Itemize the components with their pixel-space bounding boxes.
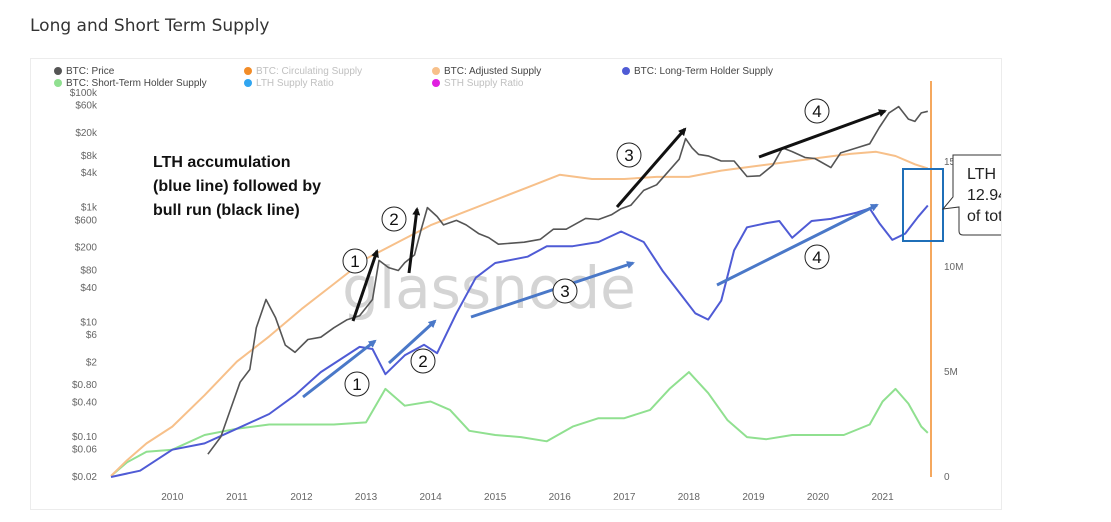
price-line [207, 105, 928, 455]
lth-accumulation-marker: 4 [804, 244, 830, 270]
y-left-tick-label: $40 [80, 283, 97, 294]
y-left-tick-label: $6 [86, 330, 98, 341]
x-tick-label: 2011 [226, 492, 248, 503]
y-left-tick-label: $100k [70, 88, 98, 99]
annotation-number: 1 [352, 375, 361, 394]
lth-accumulation-marker: 2 [410, 348, 436, 374]
annotation-number: 2 [418, 352, 427, 371]
blue-arrow [470, 261, 635, 319]
black-arrow [407, 207, 421, 274]
highlight-box [902, 168, 944, 242]
annotation-circle [342, 248, 368, 274]
y-left-tick-label: $80 [80, 266, 97, 277]
annotation-number: 4 [812, 102, 821, 121]
annotation-number: 3 [560, 282, 569, 301]
annotation-number: 4 [812, 248, 821, 267]
legend-swatch-icon [54, 79, 62, 87]
x-tick-label: 2015 [484, 492, 507, 503]
lth-accumulation-marker: 1 [344, 371, 370, 397]
legend-item[interactable]: STH Supply Ratio [432, 78, 524, 89]
legend-swatch-icon [432, 79, 440, 87]
annotation-number: 3 [624, 146, 633, 165]
x-tick-label: 2018 [678, 492, 701, 503]
y-left-tick-label: $1k [81, 203, 98, 214]
annotation-number: 1 [350, 252, 359, 271]
lth-supply-line [110, 204, 929, 478]
x-tick-label: 2020 [807, 492, 830, 503]
y-left-tick-label: $0.80 [72, 380, 97, 391]
y-left-tick-label: $600 [75, 215, 98, 226]
chart-canvas: glassnode BTC: Price BTC: Circulating Sup… [54, 66, 1001, 503]
legend-item[interactable]: BTC: Adjusted Supply [432, 66, 541, 77]
legend-swatch-icon [54, 67, 62, 75]
legend-label: LTH Supply Ratio [256, 78, 334, 89]
annotation-text: LTH accumulation (blue line) followed by b… [153, 154, 321, 219]
annotation-circle [381, 206, 407, 232]
y-left-tick-label: $20k [75, 128, 98, 139]
annotation-circle [804, 244, 830, 270]
legend-item[interactable]: BTC: Long-Term Holder Supply [622, 66, 773, 77]
legend-label: BTC: Short-Term Holder Supply [66, 78, 207, 89]
legend-label: BTC: Price [66, 66, 115, 77]
y-left-tick-label: $4k [81, 168, 98, 179]
blue-arrow [716, 203, 879, 287]
price-run-marker: 4 [804, 98, 830, 124]
y-right-tick-label: 5M [944, 367, 958, 378]
y-right-tick-label: 0 [944, 472, 950, 483]
blue-arrow [302, 339, 377, 399]
legend-swatch-icon [432, 67, 440, 75]
price-run-marker: 3 [616, 142, 642, 168]
blue-arrow [387, 319, 437, 365]
y-left-tick-label: $0.02 [72, 472, 97, 483]
black-arrow [351, 249, 379, 322]
legend-label: BTC: Circulating Supply [256, 66, 362, 77]
annotation-circle [804, 98, 830, 124]
y-left-tick-label: $60k [75, 101, 98, 112]
annotation-circle [410, 348, 436, 374]
legend-label: BTC: Adjusted Supply [444, 66, 541, 77]
annotation-circle [616, 142, 642, 168]
callout-text: LTH supply:12.94M (86%of total) [967, 166, 1001, 225]
sth-supply-line [110, 371, 929, 477]
legend-swatch-icon [244, 79, 252, 87]
adjusted-supply-line [110, 150, 929, 477]
legend-item[interactable]: LTH Supply Ratio [244, 78, 334, 89]
chart-panel: glassnode BTC: Price BTC: Circulating Sup… [30, 58, 1002, 510]
black-arrow [758, 109, 887, 159]
price-run-marker: 1 [342, 248, 368, 274]
y-left-tick-label: $200 [75, 243, 98, 254]
y-left-tick-label: $8k [81, 151, 98, 162]
annotation-circle [344, 371, 370, 397]
x-tick-label: 2014 [419, 492, 442, 503]
legend-label: STH Supply Ratio [444, 78, 524, 89]
y-left-tick-label: $0.10 [72, 432, 97, 443]
y-left-tick-label: $2 [86, 357, 98, 368]
annotation-number: 2 [389, 210, 398, 229]
legend-item[interactable]: BTC: Short-Term Holder Supply [54, 78, 207, 89]
lth-accumulation-marker: 3 [552, 278, 578, 304]
callout-box [941, 154, 1001, 236]
x-tick-label: 2013 [355, 492, 378, 503]
y-left-tick-label: $10 [80, 317, 97, 328]
x-tick-label: 2010 [161, 492, 184, 503]
price-run-marker: 2 [381, 206, 407, 232]
legend-swatch-icon [244, 67, 252, 75]
legend-item[interactable]: BTC: Price [54, 66, 115, 77]
legend-item[interactable]: BTC: Circulating Supply [244, 66, 362, 77]
annotation-circle [552, 278, 578, 304]
x-tick-label: 2021 [871, 492, 894, 503]
x-tick-label: 2012 [290, 492, 313, 503]
legend-label: BTC: Long-Term Holder Supply [634, 66, 773, 77]
x-tick-label: 2016 [549, 492, 572, 503]
x-tick-label: 2019 [742, 492, 765, 503]
y-left-tick-label: $0.06 [72, 445, 97, 456]
black-arrow [615, 127, 687, 208]
y-left-tick-label: $0.40 [72, 397, 97, 408]
legend-swatch-icon [622, 67, 630, 75]
x-tick-label: 2017 [613, 492, 636, 503]
page-title: Long and Short Term Supply [30, 16, 270, 36]
y-right-tick-label: 10M [944, 262, 963, 273]
